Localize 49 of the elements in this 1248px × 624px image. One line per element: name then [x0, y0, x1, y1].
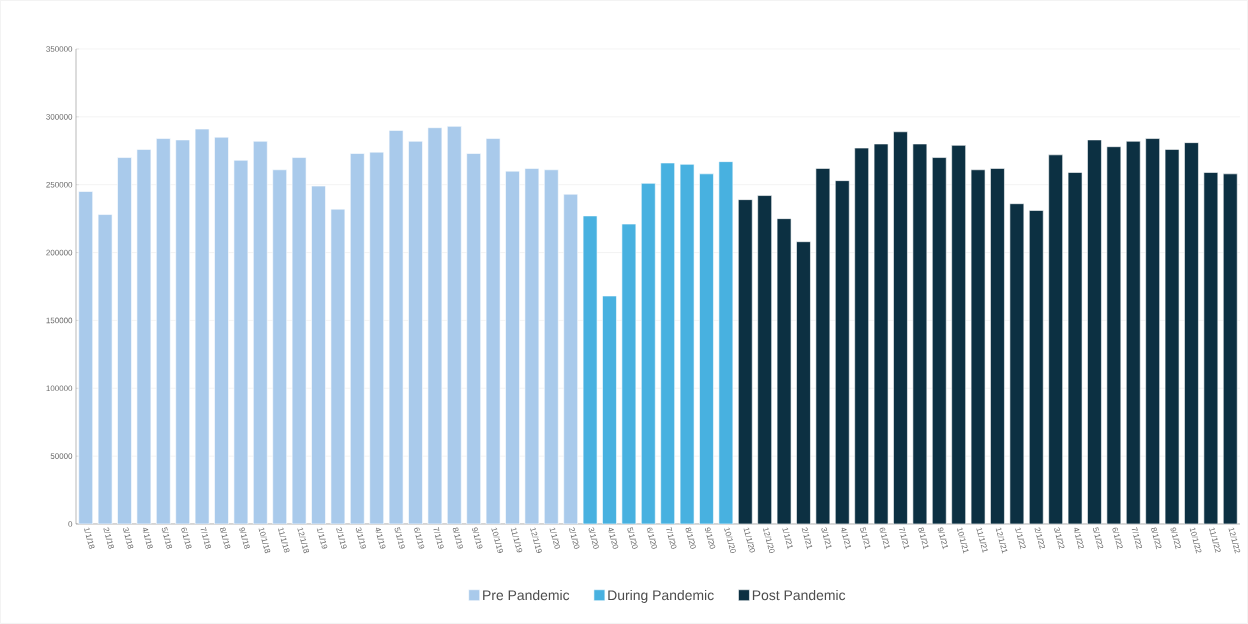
bar: [931, 157, 947, 524]
bar: [466, 153, 481, 524]
bar: [738, 199, 753, 524]
bar: [272, 169, 287, 524]
bar: [854, 147, 869, 524]
bar: [796, 241, 811, 524]
bar: [291, 157, 307, 524]
bar: [990, 168, 1005, 524]
bar: [136, 149, 152, 524]
bar: [834, 180, 850, 524]
bar: [117, 157, 132, 524]
bar: [951, 145, 966, 524]
bar: [602, 295, 617, 524]
bar: [485, 138, 501, 524]
bar: [1048, 154, 1063, 524]
bar: [78, 191, 93, 524]
bar: [1028, 210, 1044, 524]
bar: [1184, 142, 1199, 524]
legend-label: Pre Pandemic: [483, 589, 570, 601]
bar: [1222, 173, 1238, 524]
bar: [1125, 140, 1141, 524]
bar: [311, 185, 326, 524]
bar: [757, 195, 772, 524]
bar: [893, 131, 908, 524]
bar: [447, 126, 462, 524]
bar: [408, 140, 423, 524]
bar: [1087, 139, 1102, 524]
bar: [214, 136, 229, 524]
legend-label: During Pandemic: [608, 589, 714, 603]
bar: [388, 130, 404, 524]
bar: [1145, 138, 1160, 524]
bar: [350, 153, 365, 524]
bar: [156, 138, 171, 524]
bar: [253, 140, 268, 524]
bar: [330, 208, 346, 524]
bar: [427, 127, 443, 524]
bar: [369, 151, 384, 524]
bar: [194, 128, 210, 524]
bar: [524, 168, 540, 524]
bar: [544, 169, 559, 524]
bar: [97, 214, 113, 524]
bar: [660, 162, 675, 524]
bar: [563, 193, 578, 524]
bar: [699, 173, 714, 524]
legend-label: Post Pandemic: [752, 589, 846, 601]
bar: [505, 170, 520, 524]
bar: [175, 139, 190, 524]
bar: [641, 183, 656, 524]
bar: [233, 159, 249, 524]
